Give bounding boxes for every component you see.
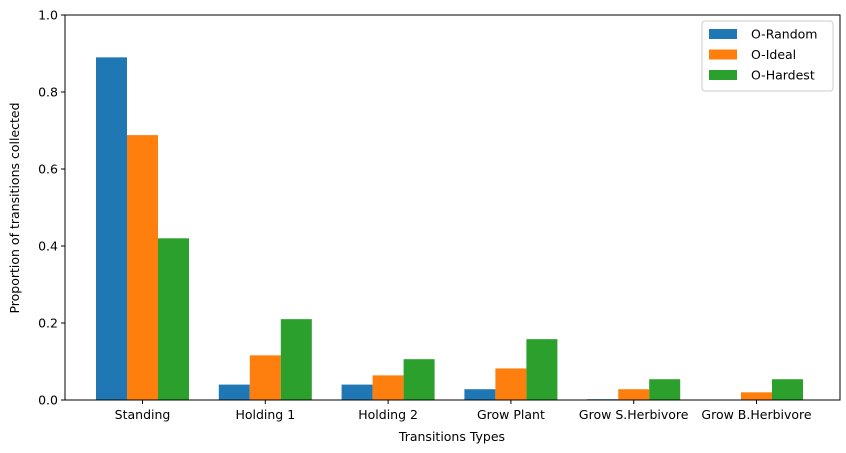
x-tick-label: Holding 1 <box>235 407 295 422</box>
legend-swatch-o-random <box>709 29 737 39</box>
x-tick-label: Grow B.Herbivore <box>701 407 811 422</box>
bar-o-ideal-0 <box>127 135 158 400</box>
plot-frame <box>64 14 841 401</box>
x-axis-ticks: Standing Holding 1 Holding 2 Grow Plant Grow… <box>115 400 812 422</box>
x-tick-label: Grow S.Herbivore <box>579 407 689 422</box>
bars-group <box>96 57 803 400</box>
bar-o-random-2 <box>341 384 373 400</box>
bar-o-hardest-2 <box>403 359 435 400</box>
y-tick-label: 0.8 <box>38 85 58 100</box>
bar-o-ideal-5 <box>741 392 772 400</box>
y-tick-label: 0.0 <box>38 393 58 408</box>
y-tick-label: 0.6 <box>38 162 58 177</box>
legend-swatch-o-hardest <box>709 70 737 80</box>
legend-label-o-hardest: O-Hardest <box>751 68 815 83</box>
x-axis-label: Transitions Types <box>398 429 505 444</box>
y-tick-label: 1.0 <box>38 8 58 23</box>
legend-label-o-random: O-Random <box>751 27 817 42</box>
y-tick-label: 0.4 <box>38 239 58 254</box>
y-axis-label: Proportion of transitions collected <box>7 102 22 313</box>
bar-o-hardest-4 <box>649 379 681 400</box>
bar-o-hardest-3 <box>526 339 558 400</box>
bar-o-random-0 <box>96 57 127 400</box>
legend-swatch-o-ideal <box>709 49 737 60</box>
bar-o-hardest-0 <box>158 238 189 400</box>
legend-label-o-ideal: O-Ideal <box>751 47 796 62</box>
bar-o-random-3 <box>464 389 496 400</box>
bar-o-random-1 <box>218 384 250 400</box>
legend: O-Random O-Ideal O-Hardest <box>701 20 834 92</box>
bar-o-ideal-2 <box>372 375 404 400</box>
x-tick-label: Holding 2 <box>358 407 418 422</box>
bar-o-hardest-1 <box>280 319 312 400</box>
x-tick-label: Standing <box>115 407 171 422</box>
bar-o-hardest-5 <box>772 379 803 400</box>
bar-o-ideal-1 <box>249 355 281 400</box>
bar-o-ideal-4 <box>618 389 650 400</box>
y-axis-ticks: 0.0 0.2 0.4 0.6 0.8 1.0 <box>38 8 65 408</box>
x-tick-label: Grow Plant <box>477 407 545 422</box>
bar-o-ideal-3 <box>495 368 527 400</box>
y-tick-label: 0.2 <box>38 316 58 331</box>
